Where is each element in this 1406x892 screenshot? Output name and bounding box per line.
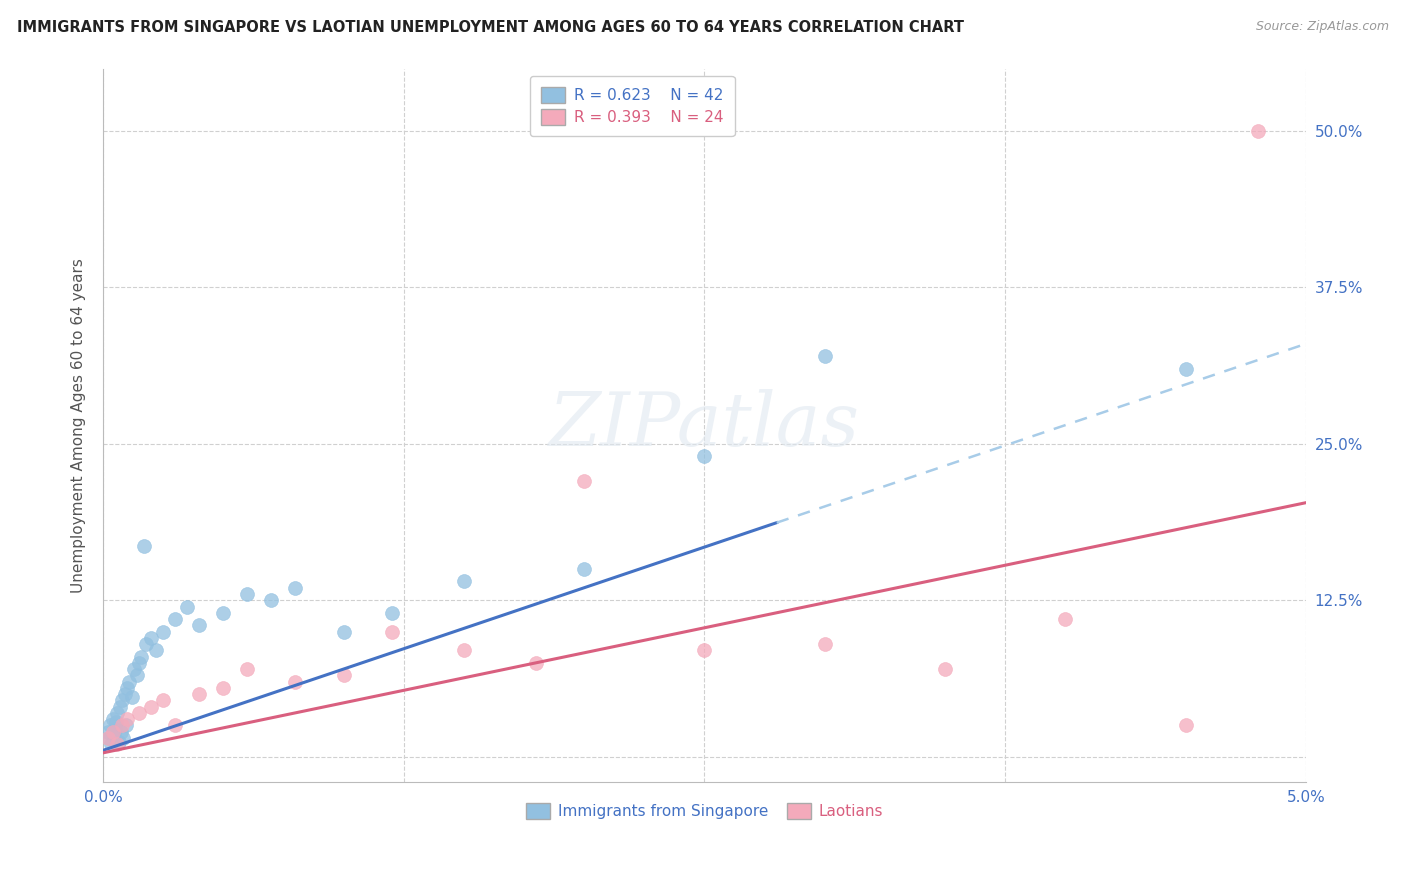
Point bbox=[381, 606, 404, 620]
Point bbox=[139, 699, 162, 714]
Point bbox=[814, 637, 837, 651]
Point bbox=[100, 737, 122, 751]
Point bbox=[114, 687, 136, 701]
Point bbox=[572, 562, 595, 576]
Point bbox=[212, 681, 235, 695]
Point bbox=[284, 581, 307, 595]
Point bbox=[135, 637, 157, 651]
Point bbox=[332, 668, 354, 682]
Text: Source: ZipAtlas.com: Source: ZipAtlas.com bbox=[1256, 20, 1389, 33]
Point bbox=[139, 631, 162, 645]
Point bbox=[1174, 718, 1197, 732]
Point bbox=[122, 662, 145, 676]
Y-axis label: Unemployment Among Ages 60 to 64 years: Unemployment Among Ages 60 to 64 years bbox=[72, 258, 86, 592]
Point bbox=[814, 349, 837, 363]
Point bbox=[381, 624, 404, 639]
Point bbox=[107, 734, 129, 748]
Point bbox=[97, 731, 120, 745]
Point bbox=[260, 593, 283, 607]
Point bbox=[934, 662, 956, 676]
Point bbox=[132, 540, 155, 554]
Point bbox=[115, 712, 138, 726]
Point bbox=[108, 699, 131, 714]
Point bbox=[112, 731, 135, 745]
Point bbox=[1247, 124, 1270, 138]
Point bbox=[114, 718, 136, 732]
Point bbox=[453, 643, 475, 657]
Point bbox=[212, 606, 235, 620]
Point bbox=[110, 724, 132, 739]
Point bbox=[572, 475, 595, 489]
Point bbox=[131, 649, 153, 664]
Point bbox=[165, 718, 187, 732]
Point bbox=[105, 737, 128, 751]
Point bbox=[176, 599, 198, 614]
Point bbox=[104, 722, 127, 736]
Point bbox=[145, 643, 167, 657]
Legend: Immigrants from Singapore, Laotians: Immigrants from Singapore, Laotians bbox=[520, 797, 889, 825]
Point bbox=[125, 668, 148, 682]
Point bbox=[121, 690, 143, 704]
Point bbox=[524, 656, 547, 670]
Point bbox=[152, 693, 174, 707]
Point bbox=[105, 714, 128, 729]
Point bbox=[284, 674, 307, 689]
Point bbox=[236, 587, 259, 601]
Point bbox=[103, 727, 125, 741]
Point bbox=[236, 662, 259, 676]
Point bbox=[97, 724, 120, 739]
Text: ZIPatlas: ZIPatlas bbox=[548, 389, 860, 461]
Point bbox=[118, 674, 141, 689]
Point bbox=[128, 706, 150, 720]
Point bbox=[693, 643, 716, 657]
Point bbox=[105, 706, 128, 720]
Point bbox=[152, 624, 174, 639]
Point bbox=[693, 450, 716, 464]
Point bbox=[332, 624, 354, 639]
Point bbox=[111, 718, 134, 732]
Point bbox=[97, 731, 120, 745]
Point bbox=[101, 712, 124, 726]
Point bbox=[165, 612, 187, 626]
Point bbox=[128, 656, 150, 670]
Point bbox=[98, 718, 121, 732]
Point bbox=[188, 687, 211, 701]
Point bbox=[1054, 612, 1077, 626]
Point bbox=[188, 618, 211, 632]
Point bbox=[453, 574, 475, 589]
Point bbox=[1174, 361, 1197, 376]
Text: IMMIGRANTS FROM SINGAPORE VS LAOTIAN UNEMPLOYMENT AMONG AGES 60 TO 64 YEARS CORR: IMMIGRANTS FROM SINGAPORE VS LAOTIAN UNE… bbox=[17, 20, 965, 35]
Point bbox=[115, 681, 138, 695]
Point bbox=[111, 693, 134, 707]
Point bbox=[101, 724, 124, 739]
